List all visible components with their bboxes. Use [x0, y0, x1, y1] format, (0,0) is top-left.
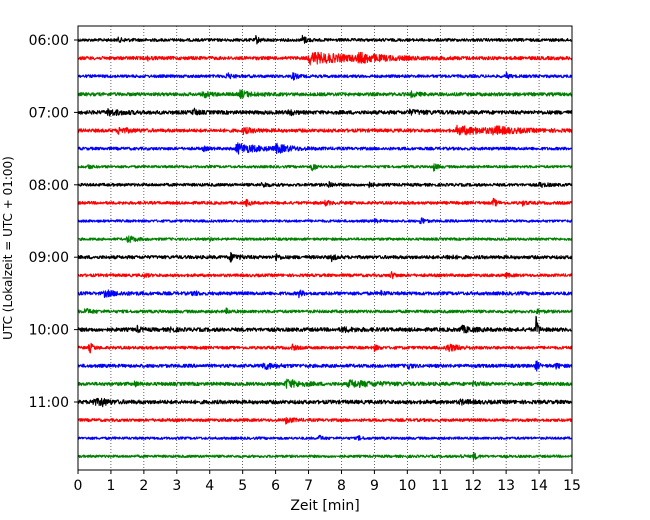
trace-row	[77, 251, 573, 263]
x-tick-label: 4	[205, 478, 214, 494]
y-axis-label: UTC (Lokalzeit = UTC + 01:00)	[1, 156, 15, 340]
x-tick-label: 9	[370, 478, 379, 494]
y-tick-label: 06:00	[29, 33, 69, 49]
trace-row	[77, 434, 573, 441]
trace-row	[77, 51, 573, 66]
trace-row	[77, 163, 573, 172]
trace-row	[77, 271, 573, 280]
y-tick-label: 08:00	[29, 178, 69, 194]
plot-background	[78, 26, 572, 470]
trace-row	[77, 289, 573, 299]
y-tick-label: 11:00	[29, 395, 69, 411]
trace-row	[77, 315, 573, 334]
trace-row	[77, 360, 573, 372]
x-tick-label: 2	[139, 478, 148, 494]
y-tick-label: 10:00	[29, 323, 69, 339]
x-axis-label: Zeit [min]	[290, 498, 359, 514]
trace-row	[77, 342, 573, 354]
trace-row	[77, 397, 573, 408]
x-tick-label: 14	[530, 478, 548, 494]
plot-frame	[77, 25, 573, 471]
trace-row	[77, 34, 573, 45]
trace-row	[77, 451, 573, 461]
x-tick-label: 0	[74, 478, 83, 494]
trace-row	[77, 71, 573, 81]
x-axis-ticks: 0 1 2 3 4 5 6 7 8 9 10 11 12 13 14 15	[74, 470, 581, 494]
x-tick-label: 11	[431, 478, 449, 494]
trace-row	[77, 378, 573, 389]
trace-row	[77, 142, 573, 155]
trace-row	[77, 124, 573, 136]
x-tick-label: 10	[398, 478, 416, 494]
x-tick-label: 8	[337, 478, 346, 494]
trace-row	[77, 307, 573, 315]
trace-row	[77, 217, 573, 225]
x-tick-label: 6	[271, 478, 280, 494]
y-axis-ticks: 06:00 07:00 08:00 09:00 10:00 11:00	[29, 33, 78, 411]
x-tick-label: 1	[106, 478, 115, 494]
trace-row	[77, 107, 573, 117]
x-tick-label: 7	[304, 478, 313, 494]
y-tick-label: 07:00	[29, 105, 69, 121]
trace-row	[77, 180, 573, 189]
x-tick-label: 12	[464, 478, 482, 494]
y-tick-label: 09:00	[29, 250, 69, 266]
trace-row	[77, 235, 573, 244]
x-tick-label: 5	[238, 478, 247, 494]
trace-row	[77, 89, 573, 100]
vertical-grid	[110, 26, 540, 470]
x-tick-label: 15	[563, 478, 581, 494]
x-tick-label: 3	[172, 478, 181, 494]
x-tick-label: 13	[497, 478, 515, 494]
seismic-traces	[77, 34, 573, 461]
trace-row	[77, 416, 573, 425]
trace-row	[77, 197, 573, 207]
